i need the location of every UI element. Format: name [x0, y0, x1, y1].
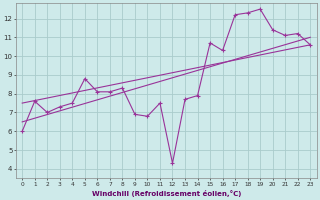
- X-axis label: Windchill (Refroidissement éolien,°C): Windchill (Refroidissement éolien,°C): [92, 190, 241, 197]
